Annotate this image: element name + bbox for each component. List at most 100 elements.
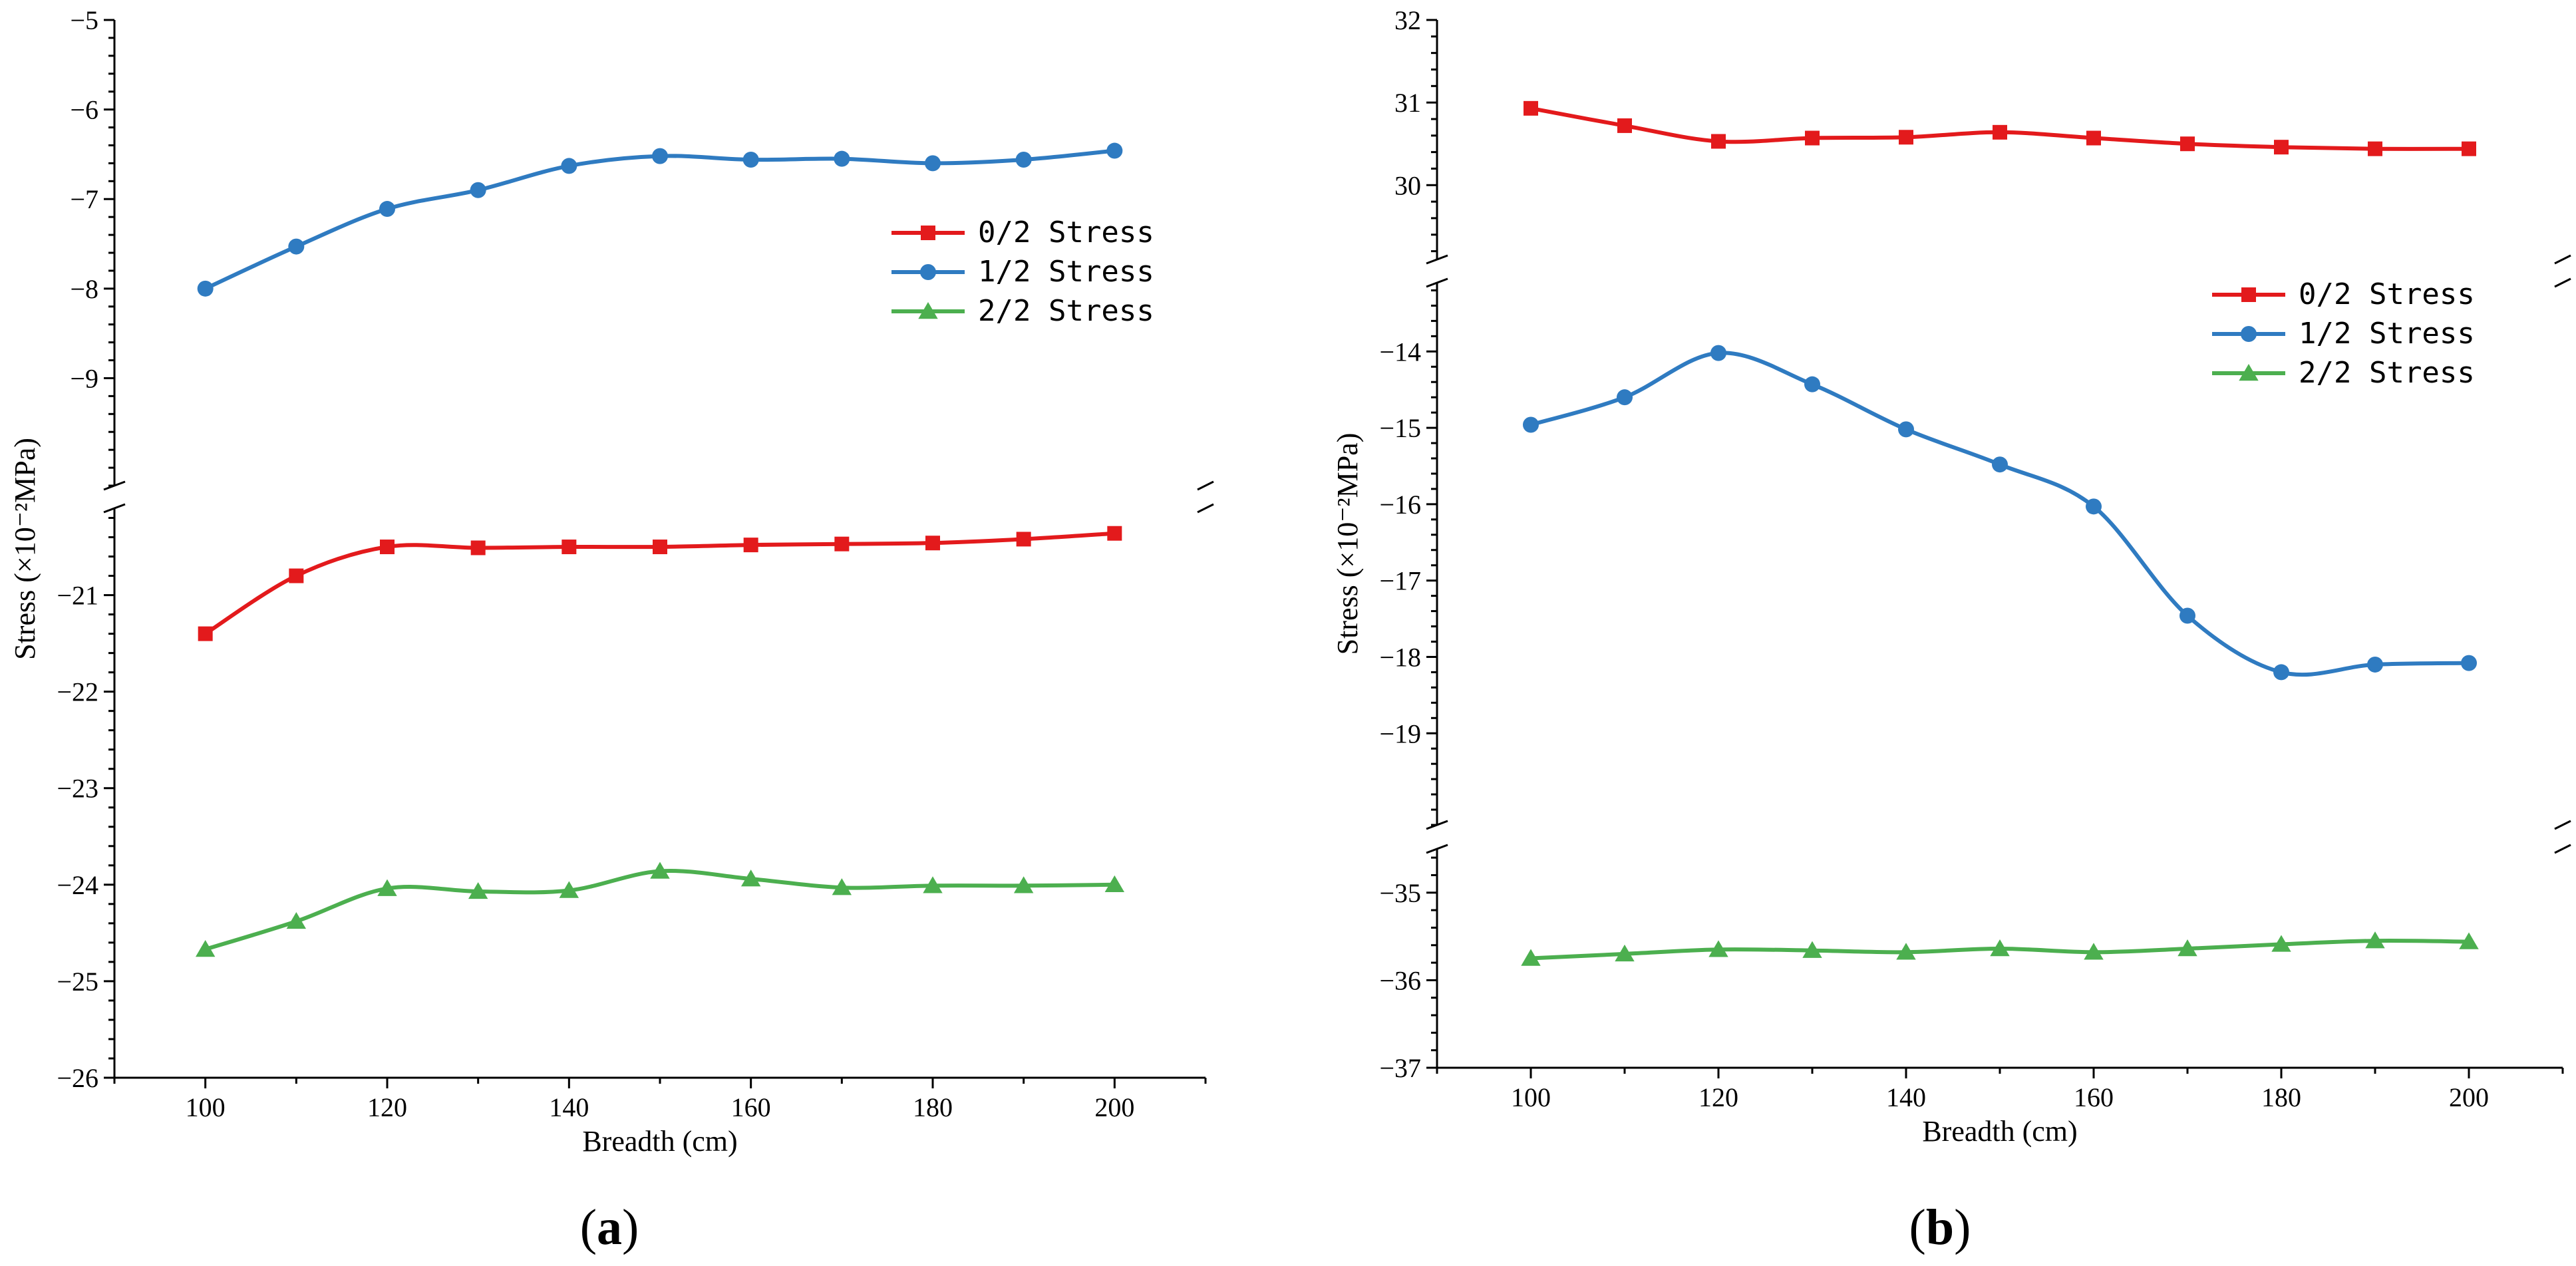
legend-item: 0/2 Stress	[2212, 277, 2475, 311]
y-axis-break-mark	[1426, 820, 2571, 854]
data-point	[470, 540, 486, 555]
data-point	[653, 540, 667, 555]
legend-marker	[2241, 287, 2256, 302]
legend-item: 0/2 Stress	[891, 216, 1154, 249]
y-tick-label: −7	[70, 184, 98, 214]
data-point	[742, 152, 759, 168]
data-point	[1013, 876, 1034, 893]
y-tick-label: 31	[1394, 88, 1421, 118]
y-tick-label: 32	[1394, 5, 1421, 35]
data-point	[2271, 935, 2291, 952]
data-point	[2273, 664, 2289, 681]
x-tick-label: 120	[1698, 1082, 1738, 1112]
y-tick-label: −17	[1379, 566, 1421, 596]
legend: 0/2 Stress 1/2 Stress 2/2 Stress	[891, 216, 1154, 328]
data-point	[1107, 526, 1122, 541]
data-point	[1710, 345, 1726, 361]
legend-marker	[918, 302, 938, 319]
y-tick-label: −25	[57, 967, 98, 997]
data-point	[2367, 656, 2383, 673]
data-point	[1016, 532, 1031, 547]
data-point	[743, 538, 758, 553]
data-point	[925, 155, 941, 172]
data-point	[1992, 456, 2008, 473]
legend-label: 1/2 Stress	[978, 255, 1154, 289]
data-point	[2086, 130, 2101, 146]
series-3	[1521, 931, 2479, 966]
y-axis-title: Stress (×10⁻²MPa)	[9, 438, 41, 660]
data-point	[1896, 943, 1916, 960]
data-point	[470, 182, 486, 198]
data-point	[380, 540, 395, 555]
panel-label: (a)	[580, 1199, 639, 1255]
y-tick-label: −19	[1379, 718, 1421, 748]
chart-panel-b: −37 −36 −35 −19 −18 −17 −16 −15 −14 30 31 32 100 120 1…	[1331, 5, 2571, 1255]
data-point	[561, 158, 577, 174]
y-axis-break-mark	[1426, 254, 2571, 288]
data-point	[925, 536, 940, 551]
legend: 0/2 Stress 1/2 Stress 2/2 Stress	[2212, 277, 2475, 390]
data-point	[1106, 142, 1123, 159]
data-point	[468, 881, 488, 899]
y-tick-label: −36	[1379, 965, 1421, 995]
legend-marker	[2241, 326, 2257, 342]
legend-item: 2/2 Stress	[2212, 356, 2475, 390]
legend-item: 2/2 Stress	[891, 294, 1154, 328]
data-point	[1898, 421, 1914, 438]
data-point	[1521, 949, 1541, 966]
series-2	[1523, 345, 2477, 681]
legend-marker	[921, 226, 935, 240]
data-point	[289, 568, 304, 583]
y-tick-label: −37	[1379, 1053, 1421, 1083]
series-1	[198, 526, 1122, 641]
data-point	[379, 201, 395, 218]
data-point	[2179, 607, 2195, 624]
y-tick-label: −6	[70, 95, 98, 125]
data-point	[1993, 124, 2007, 140]
x-tick-label: 100	[1511, 1082, 1551, 1112]
data-point	[1615, 944, 1635, 962]
data-point	[195, 940, 216, 957]
legend-label: 0/2 Stress	[978, 216, 1154, 249]
panel-label: (b)	[1909, 1199, 1971, 1255]
x-axis-title: Breadth (cm)	[1922, 1115, 2077, 1148]
x-tick-label: 160	[2074, 1082, 2114, 1112]
legend-label: 1/2 Stress	[2299, 317, 2475, 351]
data-point	[650, 862, 670, 879]
data-point	[1805, 130, 1820, 146]
x-tick-label: 120	[367, 1092, 407, 1122]
y-tick-label: −5	[70, 5, 98, 35]
y-tick-label: −21	[57, 581, 98, 611]
y-tick-label: −16	[1379, 490, 1421, 520]
series-line	[204, 869, 1115, 951]
data-point	[288, 238, 305, 255]
y-tick-label: −9	[70, 363, 98, 393]
data-point	[2368, 141, 2382, 156]
data-point	[1524, 100, 1538, 116]
x-axis-title: Breadth (cm)	[582, 1125, 737, 1158]
data-point	[2180, 136, 2195, 152]
series-line	[1530, 351, 2470, 677]
data-point	[2274, 140, 2289, 155]
data-point	[2461, 655, 2477, 671]
y-tick-label: −24	[57, 870, 98, 900]
y-tick-label: −35	[1379, 878, 1421, 908]
data-point	[2459, 932, 2479, 949]
legend-label: 2/2 Stress	[978, 294, 1154, 328]
data-point	[1523, 416, 1539, 433]
x-tick-label: 100	[186, 1092, 226, 1122]
series-3	[195, 862, 1125, 957]
data-point	[1804, 376, 1820, 393]
x-tick-label: 180	[913, 1092, 953, 1122]
data-point	[1990, 939, 2010, 957]
y-tick-label: 30	[1394, 170, 1421, 200]
legend-label: 2/2 Stress	[2299, 356, 2475, 390]
data-point	[2177, 939, 2197, 957]
data-point	[1802, 941, 1822, 958]
data-point	[832, 878, 852, 895]
data-point	[834, 150, 850, 167]
data-point	[1708, 940, 1728, 957]
x-tick-label: 160	[731, 1092, 771, 1122]
y-axis-title: Stress (×10⁻²MPa)	[1331, 433, 1364, 655]
